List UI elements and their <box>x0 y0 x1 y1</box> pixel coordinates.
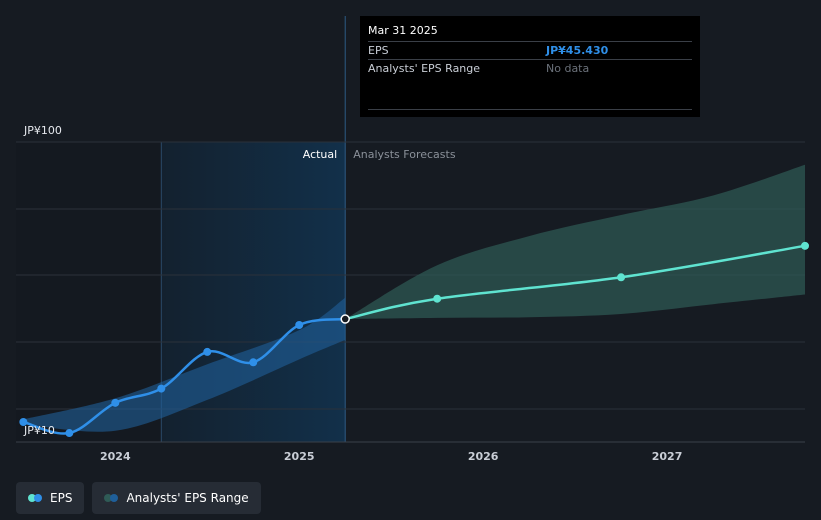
eps-swatch-icon <box>28 494 42 502</box>
eps-actual-point <box>157 384 166 393</box>
eps-actual-point <box>295 320 304 329</box>
tooltip-eps-row: EPS JP¥45.430 <box>368 41 692 59</box>
x-tick-label: 2024 <box>100 450 131 463</box>
y-axis-top-label: JP¥100 <box>23 124 62 137</box>
tooltip-range-label: Analysts' EPS Range <box>368 62 481 75</box>
eps-range-swatch-icon <box>104 494 119 502</box>
eps-actual-line <box>22 317 346 435</box>
eps-forecast-point <box>433 294 442 303</box>
legend-range-label: Analysts' EPS Range <box>126 491 249 505</box>
actual-region-label: Actual <box>303 148 337 161</box>
eps-actual-point <box>65 429 74 438</box>
x-tick-label: 2027 <box>652 450 683 463</box>
forecast-eps-range-band <box>345 164 805 320</box>
legend-item-eps-range[interactable]: Analysts' EPS Range <box>92 482 261 514</box>
eps-actual-point <box>111 398 120 407</box>
eps-actual-point <box>249 358 258 367</box>
tooltip-date: Mar 31 2025 <box>368 24 438 37</box>
eps-forecast-line <box>344 244 806 321</box>
actual-eps-range-band <box>23 297 346 432</box>
forecast-region-label: Analysts Forecasts <box>353 148 456 161</box>
chart-legend: EPS Analysts' EPS Range <box>16 482 261 514</box>
x-tick-label: 2026 <box>468 450 499 463</box>
legend-eps-label: EPS <box>50 491 73 505</box>
y-axis-bottom-label: JP¥10 <box>23 424 55 437</box>
eps-actual-point <box>19 417 28 426</box>
chart-tooltip: Mar 31 2025 EPS JP¥45.430 Analysts' EPS … <box>360 16 700 117</box>
x-tick-label: 2025 <box>284 450 315 463</box>
eps-forecast-point <box>801 241 809 250</box>
tooltip-range-row: Analysts' EPS Range No data <box>368 59 692 77</box>
eps-forecast-point <box>617 273 626 282</box>
tooltip-eps-value: JP¥45.430 <box>546 44 609 57</box>
tooltip-eps-label: EPS <box>368 44 389 57</box>
tooltip-divider <box>368 109 692 110</box>
eps-highlight-point <box>340 314 350 324</box>
eps-chart: JP¥100 JP¥10 2024 2025 2026 2027 Actual Analyst… <box>16 16 809 463</box>
eps-actual-point <box>203 347 212 356</box>
tooltip-range-value: No data <box>546 62 590 75</box>
legend-item-eps[interactable]: EPS <box>16 482 85 514</box>
